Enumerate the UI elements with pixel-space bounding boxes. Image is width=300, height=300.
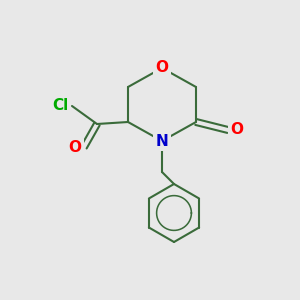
Text: O: O — [68, 140, 82, 154]
Text: N: N — [156, 134, 168, 148]
Text: O: O — [230, 122, 244, 137]
Text: Cl: Cl — [52, 98, 68, 113]
Text: O: O — [155, 61, 169, 76]
